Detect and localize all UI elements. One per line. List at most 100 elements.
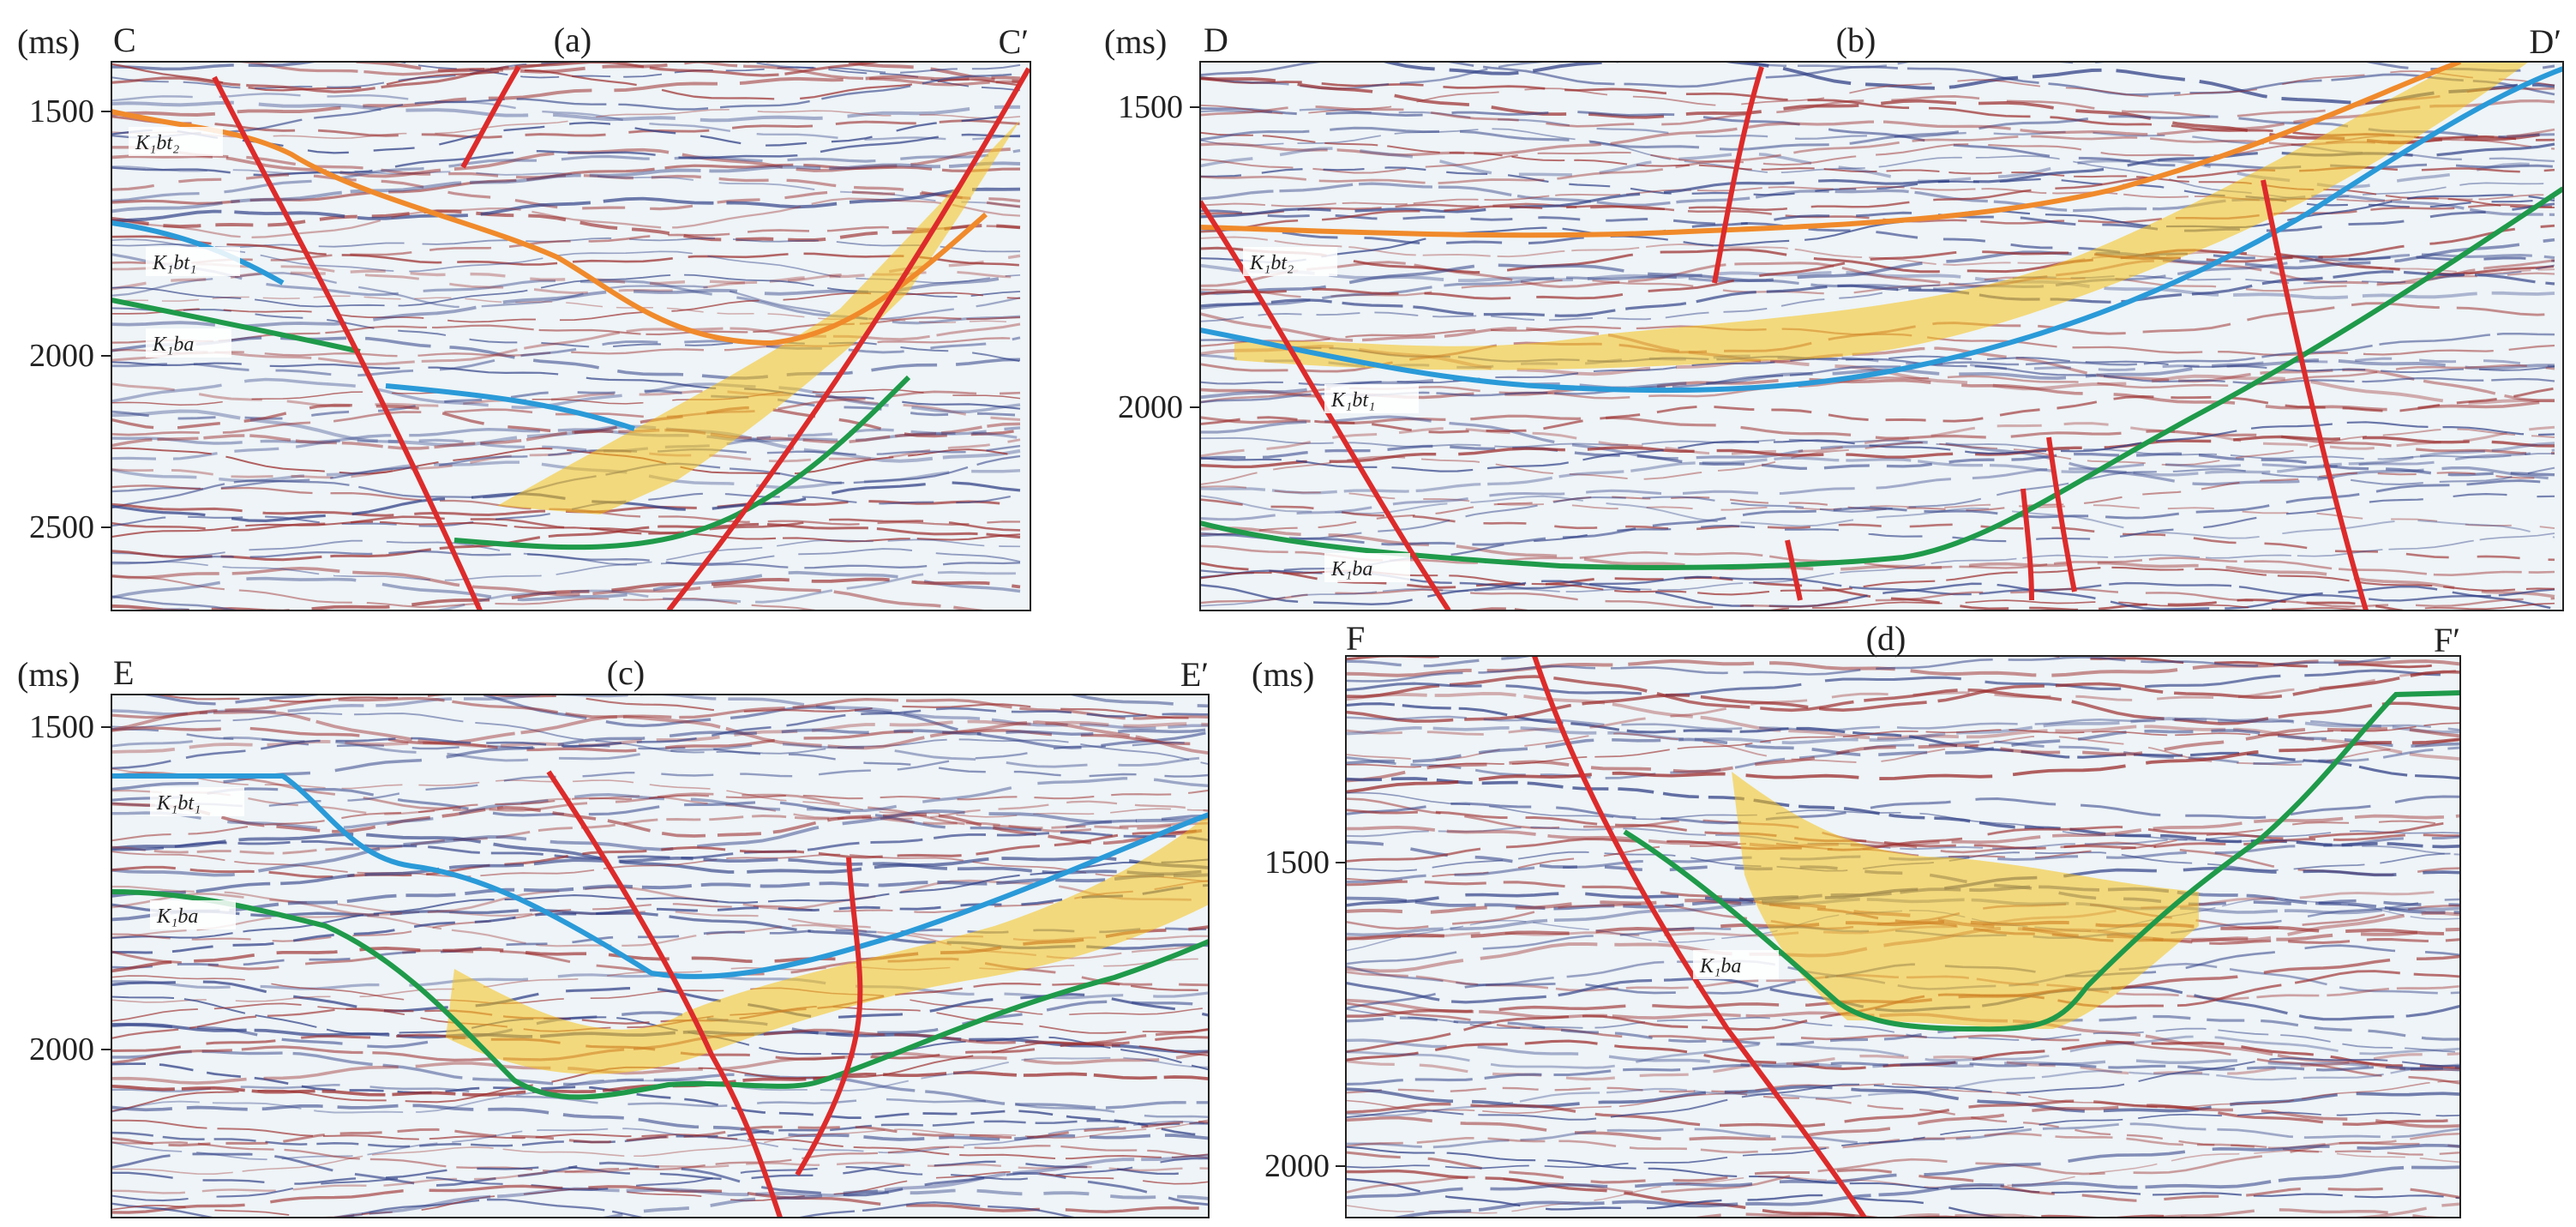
reflector-band <box>1346 669 2460 697</box>
reflector-band <box>111 789 1209 842</box>
reflector-band <box>111 856 1209 898</box>
reflector-band <box>1346 726 2460 783</box>
fault-line <box>2021 488 2034 601</box>
fault-line <box>666 67 1030 610</box>
reflector-band <box>111 635 1209 685</box>
reflector-band <box>1346 702 2460 780</box>
horizon-label: K₁ba <box>1330 558 1372 580</box>
reflector-band <box>1346 717 2460 745</box>
reflector-band <box>111 1104 1209 1141</box>
y-tick-label: 2000 <box>29 1032 94 1068</box>
reflector-band <box>111 1170 1209 1218</box>
reflector-band <box>151 695 1209 719</box>
reflector-band <box>1200 355 2555 386</box>
reflector-band <box>1200 253 2555 310</box>
reflector-band <box>1200 544 2555 577</box>
reflector-band <box>1200 479 2555 546</box>
reflector-band <box>1346 1061 2460 1086</box>
reflector-band <box>111 1000 1209 1049</box>
y-tick-label: 2500 <box>29 509 94 545</box>
y-tick-label: 2000 <box>29 338 94 374</box>
reflector-band <box>1200 569 2555 602</box>
reflector-band <box>1200 421 2555 472</box>
reflector-band <box>1200 224 2555 300</box>
reflector-band <box>1200 166 2555 208</box>
reflector-band <box>111 322 1021 366</box>
reflector-band <box>1200 532 2555 607</box>
reflector-band <box>1346 971 2460 1001</box>
reflector-band <box>1346 670 2460 723</box>
reflector-band <box>111 1041 1209 1112</box>
reflector-band <box>111 209 1021 242</box>
reflector-band <box>111 481 1021 523</box>
reflector-band <box>111 428 1021 461</box>
reflector-band <box>1200 0 2555 58</box>
panel-letter: (c) <box>607 653 645 692</box>
horizon-label: K₁ba <box>152 334 194 356</box>
reflector-band <box>1346 826 2460 856</box>
fault-line <box>1712 66 1764 284</box>
reflector-band <box>111 873 1209 922</box>
horizon-k1bt1 <box>1200 66 2563 394</box>
section-end-label: C′ <box>999 22 1029 61</box>
reflector-band <box>1763 599 2555 610</box>
section-start-label: F <box>1346 619 1365 658</box>
reflector-band <box>1346 791 2460 841</box>
horizon-label: K₁bt₁ <box>156 792 201 815</box>
reflector-band <box>1200 62 1913 90</box>
reflector-band <box>1346 1169 2196 1218</box>
reflector-band <box>1346 656 2412 683</box>
horizon-label: K₁bt₂ <box>135 132 179 154</box>
reflector-band <box>1200 238 2555 295</box>
reflector-band <box>111 426 1021 445</box>
reflector-band <box>1346 840 2460 907</box>
reflector-band <box>1200 495 2555 539</box>
reflector-band <box>111 62 322 71</box>
reflector-band <box>111 1141 1209 1173</box>
reflector-band <box>111 1120 1209 1147</box>
reflector-band <box>1200 264 2555 322</box>
reflector-band <box>1888 1202 2460 1218</box>
section-start-label: D <box>1204 21 1228 59</box>
reflector-band <box>111 1062 1209 1137</box>
reflector-band <box>1200 364 2555 404</box>
reflector-band <box>111 409 1021 463</box>
horizon-label: K₁bt₁ <box>1330 389 1375 412</box>
reflector-band <box>111 1050 1209 1085</box>
y-axis <box>101 111 111 528</box>
reflector-band <box>1200 259 2555 289</box>
reflector-band <box>111 710 1209 755</box>
reflector-band <box>1346 1080 2460 1115</box>
seismic-panel-d: (ms) 1500 2000 F (d) F′ K₁ba <box>1247 617 2576 1227</box>
axis-unit: (ms) <box>1104 22 1167 61</box>
reflector-band <box>1346 1149 2460 1214</box>
reflector-band <box>1346 737 2460 794</box>
reflector-band <box>1200 62 2555 96</box>
horizon-label: K₁bt₂ <box>1249 252 1294 274</box>
section-start-label: C <box>113 21 136 59</box>
reflector-band <box>111 444 1021 493</box>
reflector-band <box>1200 131 2555 208</box>
reflector-band <box>111 447 1021 475</box>
reflector-band <box>111 712 1209 766</box>
reflector-band <box>111 173 1021 211</box>
reflector-band <box>111 115 1021 139</box>
reflector-band <box>1346 1014 2460 1046</box>
reflector-band <box>111 831 1209 860</box>
reflector-band <box>111 832 1209 874</box>
reflector-band <box>1200 202 2555 245</box>
reflector-band <box>1346 1141 2460 1194</box>
fault-line <box>1532 656 1867 1218</box>
reflector-band <box>111 1119 1209 1160</box>
reflector-band <box>111 787 1209 832</box>
reflector-band <box>1346 1143 2460 1200</box>
reflector-band <box>1200 492 2555 574</box>
reflector-band <box>1387 1165 2460 1218</box>
reflector-band <box>111 741 1209 808</box>
panel-letter: (a) <box>554 21 591 59</box>
horizon-k1bt2 <box>111 109 988 346</box>
reflector-band <box>1346 1035 2460 1069</box>
reflector-band <box>1200 587 2555 609</box>
reflector-band <box>1346 821 2460 863</box>
reflector-band <box>111 335 1021 380</box>
